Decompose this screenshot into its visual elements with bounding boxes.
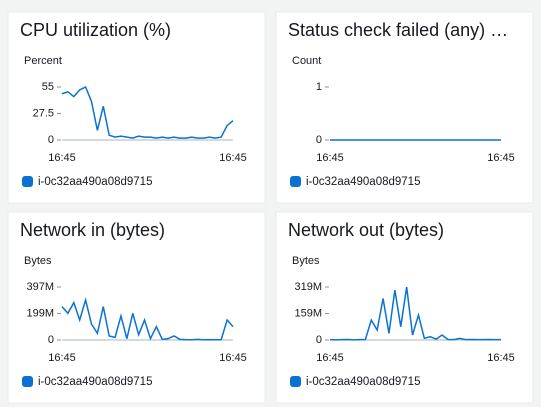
legend-label: i-0c32aa490a08d9715 xyxy=(306,176,420,188)
widget-title: CPU utilization (%) xyxy=(20,20,171,40)
x-tick-label: 16:45 xyxy=(316,352,344,364)
y-tick-label: 319M xyxy=(294,281,322,293)
widget-card xyxy=(275,11,534,204)
legend-swatch xyxy=(22,376,33,387)
y-tick-label: 0 xyxy=(316,134,322,146)
widget-card xyxy=(275,211,534,404)
widget-title: Network out (bytes) xyxy=(288,220,444,240)
x-tick-label: 16:45 xyxy=(48,352,76,364)
x-tick-label: 16:45 xyxy=(219,352,247,364)
y-tick-label: 1 xyxy=(316,81,322,93)
series-line xyxy=(329,286,501,341)
legend-swatch xyxy=(290,176,301,187)
y-tick-label: 397M xyxy=(26,281,54,293)
series-line xyxy=(61,297,234,341)
y-tick-label: 55 xyxy=(42,81,54,93)
x-tick-label: 16:45 xyxy=(316,152,344,164)
widget-card xyxy=(7,211,266,404)
y-axis-label: Count xyxy=(292,55,321,67)
legend-label: i-0c32aa490a08d9715 xyxy=(38,176,152,188)
y-axis-label: Bytes xyxy=(24,255,52,267)
y-axis-label: Percent xyxy=(24,55,62,67)
x-tick-label: 16:45 xyxy=(487,152,515,164)
widget-title: Status check failed (any) … xyxy=(288,20,508,40)
legend-label: i-0c32aa490a08d9715 xyxy=(306,376,420,388)
y-tick-label: 0 xyxy=(48,334,54,346)
widget-title: Network in (bytes) xyxy=(20,220,165,240)
y-tick-label: 159M xyxy=(294,307,322,319)
y-tick-label: 0 xyxy=(48,134,54,146)
x-tick-label: 16:45 xyxy=(219,152,247,164)
y-tick-label: 199M xyxy=(26,307,54,319)
widget-card xyxy=(7,11,266,204)
series-line xyxy=(61,85,234,139)
x-tick-label: 16:45 xyxy=(48,152,76,164)
y-axis-label: Bytes xyxy=(292,255,320,267)
legend-swatch xyxy=(22,176,33,187)
y-tick-label: 27.5 xyxy=(33,107,54,119)
legend-swatch xyxy=(290,376,301,387)
x-tick-label: 16:45 xyxy=(487,352,515,364)
y-tick-label: 0 xyxy=(316,334,322,346)
legend-label: i-0c32aa490a08d9715 xyxy=(38,376,152,388)
